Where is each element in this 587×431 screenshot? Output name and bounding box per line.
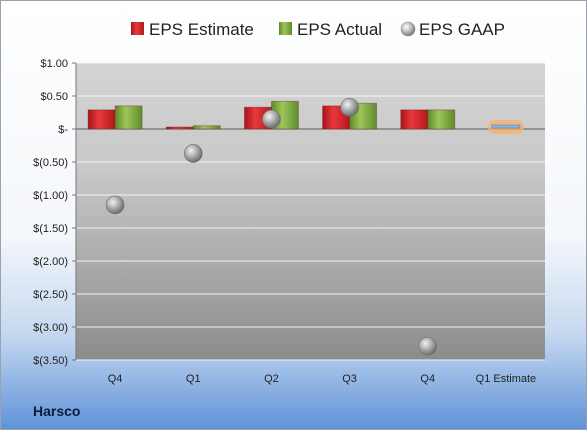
bar-eps-actual bbox=[427, 109, 456, 130]
bar-q1-estimate bbox=[491, 124, 521, 129]
legend-label: EPS Actual bbox=[297, 20, 382, 39]
marker-eps-gaap bbox=[105, 195, 125, 215]
bar-eps-estimate bbox=[87, 109, 116, 130]
plot-area bbox=[76, 63, 545, 360]
bar-eps-actual bbox=[192, 125, 221, 130]
legend-swatch bbox=[131, 22, 144, 35]
y-tick-label: $(0.50) bbox=[33, 157, 68, 169]
x-tick-label: Q1 Estimate bbox=[476, 373, 537, 385]
legend-swatch bbox=[400, 21, 416, 37]
y-tick-label: $1.00 bbox=[40, 58, 68, 70]
chart-marks bbox=[87, 97, 524, 356]
y-tick-label: $(2.00) bbox=[33, 256, 68, 268]
x-tick-label: Q2 bbox=[264, 373, 279, 385]
marker-eps-gaap bbox=[340, 97, 359, 117]
marker-eps-gaap bbox=[418, 336, 438, 356]
marker-eps-gaap bbox=[262, 109, 281, 129]
bar-eps-estimate bbox=[400, 109, 429, 130]
y-tick-label: $(2.50) bbox=[33, 289, 68, 301]
y-tick-label: $(3.00) bbox=[33, 322, 68, 334]
y-tick-label: $0.50 bbox=[40, 91, 68, 103]
legend-swatch bbox=[279, 22, 292, 35]
y-tick-label: $(3.50) bbox=[33, 355, 68, 367]
chart-legend: EPS Estimate EPS Actual EPS GAAP bbox=[131, 20, 505, 39]
bar-eps-actual bbox=[114, 105, 143, 130]
x-tick-label: Q3 bbox=[342, 373, 357, 385]
x-tick-label: Q4 bbox=[420, 373, 435, 385]
company-name: Harsco bbox=[33, 403, 81, 419]
marker-eps-gaap bbox=[183, 144, 203, 163]
x-tick-label: Q1 bbox=[186, 373, 201, 385]
x-tick-label: Q4 bbox=[108, 373, 123, 385]
y-tick-label: $- bbox=[58, 124, 68, 136]
y-axis: $1.00 $0.50 $- $(0.50) $(1.00) $(1.50) $(2.00)… bbox=[33, 58, 77, 367]
gridlines bbox=[76, 62, 545, 361]
x-axis: Q4 Q1 Q2 Q3 Q4 Q1 Estimate bbox=[108, 373, 536, 385]
y-tick-label: $(1.50) bbox=[33, 223, 68, 235]
y-tick-label: $(1.00) bbox=[33, 190, 68, 202]
bar-eps-estimate bbox=[165, 126, 194, 130]
legend-label: EPS Estimate bbox=[149, 20, 254, 39]
legend-label: EPS GAAP bbox=[419, 20, 505, 39]
